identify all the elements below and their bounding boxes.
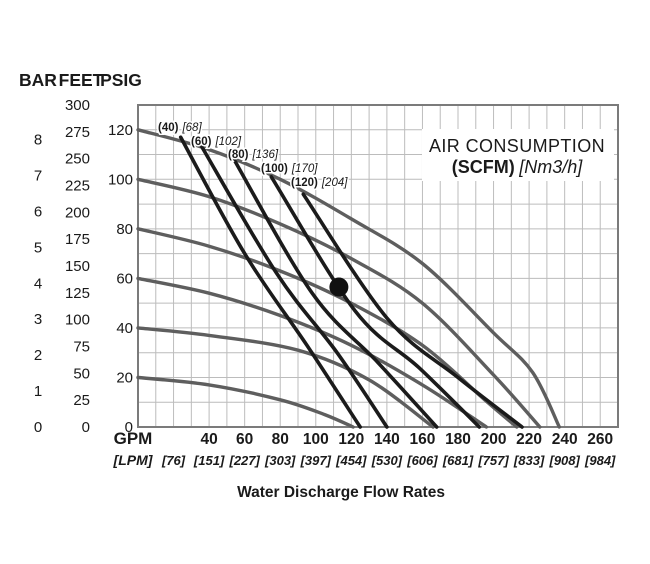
psig-axis-header: PSIG (100, 70, 142, 90)
bar-tick-label: 3 (34, 311, 42, 328)
bar-tick-label: 6 (34, 203, 42, 220)
lpm-tick-label: [984] (584, 453, 616, 468)
gpm-tick-label: 60 (236, 431, 253, 448)
gpm-tick-label: 200 (481, 431, 507, 448)
air-line-100scfm (269, 175, 482, 429)
air-line-80scfm (232, 157, 439, 429)
feet-tick-label: 150 (65, 258, 90, 275)
psig-tick-label: 100 (108, 171, 133, 188)
x-axis-title: Water Discharge Flow Rates (237, 484, 445, 501)
feet-tick-label: 25 (73, 392, 90, 409)
air-line-label: (40) [68] (158, 122, 202, 134)
air-line-60scfm (200, 145, 389, 429)
air-line-label: (120) [204] (291, 177, 348, 189)
air-consumption-title-box (422, 129, 614, 181)
air-consumption-subtitle: (SCFM) [Nm3/h] (452, 157, 583, 177)
operating-point-dot (329, 277, 349, 297)
air-consumption-lines (178, 135, 524, 429)
bar-tick-label: 5 (34, 239, 42, 256)
bar-tick-label: 1 (34, 383, 42, 400)
lpm-tick-label: [227] (228, 453, 260, 468)
lpm-tick-label: [757] (477, 453, 509, 468)
nm3h-unit-label: [Nm3/h] (518, 157, 583, 177)
bar-tick-label: 0 (34, 419, 42, 436)
gpm-tick-label: 80 (272, 431, 289, 448)
lpm-tick-label: [454] (335, 453, 367, 468)
air-consumption-title: AIR CONSUMPTION (429, 136, 605, 156)
air-line-labels: (40) [68] (60) [102](80) [136] (100) [170] (120… (157, 121, 350, 191)
lpm-unit-label: [LPM] (113, 452, 154, 468)
gpm-tick-label: 260 (587, 431, 613, 448)
feet-tick-label: 100 (65, 312, 90, 329)
lpm-tick-label: [606] (406, 453, 438, 468)
lpm-tick-label: [833] (513, 453, 545, 468)
gpm-unit-label: GPM (114, 429, 153, 448)
lpm-tick-label: [908] (548, 453, 580, 468)
gpm-tick-label: 180 (445, 431, 471, 448)
feet-tick-label: 125 (65, 285, 90, 302)
feet-tick-label: 175 (65, 231, 90, 248)
bar-tick-label: 4 (34, 275, 42, 292)
feet-tick-label: 200 (65, 204, 90, 221)
feet-tick-label: 0 (82, 419, 90, 436)
psig-tick-label: 60 (116, 270, 133, 287)
air-line-label: (100) [170] (261, 163, 318, 175)
pump-curve-40psi-air (136, 326, 435, 429)
lpm-tick-label: [681] (442, 453, 474, 468)
gpm-tick-label: 220 (516, 431, 542, 448)
gpm-tick-label: 140 (374, 431, 400, 448)
gpm-tick-label: 40 (200, 431, 217, 448)
feet-tick-label: 50 (73, 365, 90, 382)
psig-tick-label: 40 (116, 320, 133, 337)
plot-border (137, 104, 619, 428)
gpm-tick-label: 120 (338, 431, 364, 448)
scfm-unit-label: (SCFM) (452, 157, 515, 177)
air-line-label: (60) [102] (191, 136, 242, 148)
feet-axis-header: FEET (59, 70, 104, 90)
feet-tick-label: 250 (65, 151, 90, 168)
bar-tick-label: 7 (34, 168, 42, 185)
lpm-tick-label: [397] (300, 453, 332, 468)
feet-tick-label: 275 (65, 124, 90, 141)
lpm-tick-label: [151] (193, 453, 225, 468)
pump-curve-100psi-air (136, 177, 542, 429)
air-line-40scfm (178, 135, 362, 429)
bar-tick-label: 2 (34, 347, 42, 364)
feet-tick-label: 75 (73, 339, 90, 356)
pump-curve-120psi-air (136, 128, 561, 429)
gpm-tick-label: 100 (303, 431, 329, 448)
gpm-tick-label: 240 (552, 431, 578, 448)
lpm-tick-label: [530] (371, 453, 403, 468)
lpm-tick-label: [76] (161, 453, 186, 468)
lpm-tick-label: [303] (264, 453, 296, 468)
pump-curve-20psi-air (136, 375, 355, 429)
air-line-120scfm (301, 192, 524, 429)
psig-tick-label: 20 (116, 369, 133, 386)
gpm-tick-label: 160 (410, 431, 436, 448)
psig-tick-label: 0 (125, 419, 133, 436)
feet-tick-label: 300 (65, 97, 90, 114)
psig-tick-label: 80 (116, 221, 133, 238)
bar-axis-header: BAR (19, 70, 57, 90)
psig-tick-label: 120 (108, 122, 133, 139)
air-line-label: (80) [136] (228, 149, 279, 161)
axis-tick-labels: 40 60 80 100 120 140 160 180 200 220 240 260[76] [15… (34, 97, 616, 468)
feet-tick-label: 225 (65, 178, 90, 195)
bar-tick-label: 8 (34, 132, 42, 149)
